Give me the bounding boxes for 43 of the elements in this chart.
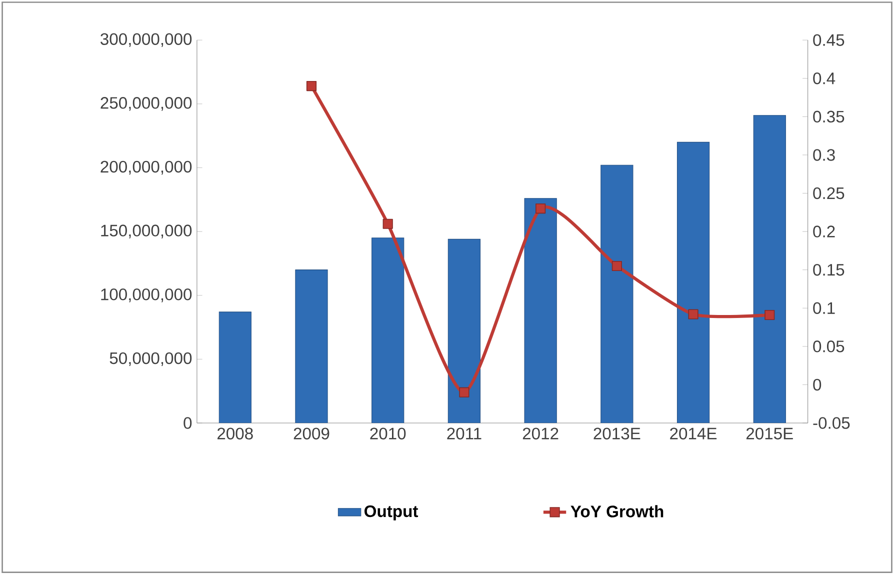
x-tick-label: 2011: [447, 428, 482, 440]
y-tick-label: 50,000,000: [110, 352, 192, 366]
point: [536, 203, 546, 214]
y2-tick-label: 0.05: [813, 340, 844, 352]
bar: [448, 238, 480, 423]
bar: [753, 114, 786, 423]
y-tick-label: 200,000,000: [100, 160, 192, 174]
y-tick-label: 150,000,000: [101, 224, 192, 238]
y-tick-label: 100,000,000: [101, 288, 192, 302]
y2-tick-label: -0.05: [813, 417, 850, 429]
x-tick-label: 2012: [522, 428, 558, 440]
x-tick-label: 2014E: [670, 428, 717, 440]
legend-label: YoY Growth: [570, 505, 664, 518]
legend-label: Output: [364, 505, 418, 520]
y2-tick-label: 0.2: [813, 226, 835, 238]
point: [382, 218, 393, 229]
y2-tick-label: 0.1: [813, 302, 835, 314]
point: [612, 260, 622, 271]
y-tick-label: 0: [184, 417, 192, 429]
y2-tick-label: 0.35: [813, 110, 844, 122]
y2-tick-label: 0: [813, 378, 822, 390]
bar: [676, 142, 710, 423]
bar: [218, 312, 252, 423]
bar: [372, 238, 404, 423]
point: [764, 310, 775, 320]
y2-tick-label: 0.45: [813, 34, 844, 46]
y2-tick-label: 0.3: [813, 148, 835, 161]
bar: [524, 198, 557, 423]
bar: [295, 269, 328, 423]
y2-tick-label: 0.15: [813, 264, 844, 276]
y2-tick-label: 0.4: [813, 72, 836, 84]
point: [688, 309, 698, 320]
x-tick-label: 2013E: [594, 428, 640, 440]
y-tick-label: 300,000,000: [100, 33, 192, 47]
x-tick-label: 2009: [294, 428, 330, 440]
x-tick-label: 2015E: [746, 428, 793, 440]
bar: [600, 164, 634, 423]
y-tick-label: 250,000,000: [100, 96, 192, 111]
x-tick-label: 2010: [370, 428, 406, 440]
y2-tick-label: 0.25: [813, 187, 844, 200]
point: [459, 387, 470, 398]
point: [306, 80, 317, 91]
x-tick-label: 2008: [217, 428, 253, 440]
